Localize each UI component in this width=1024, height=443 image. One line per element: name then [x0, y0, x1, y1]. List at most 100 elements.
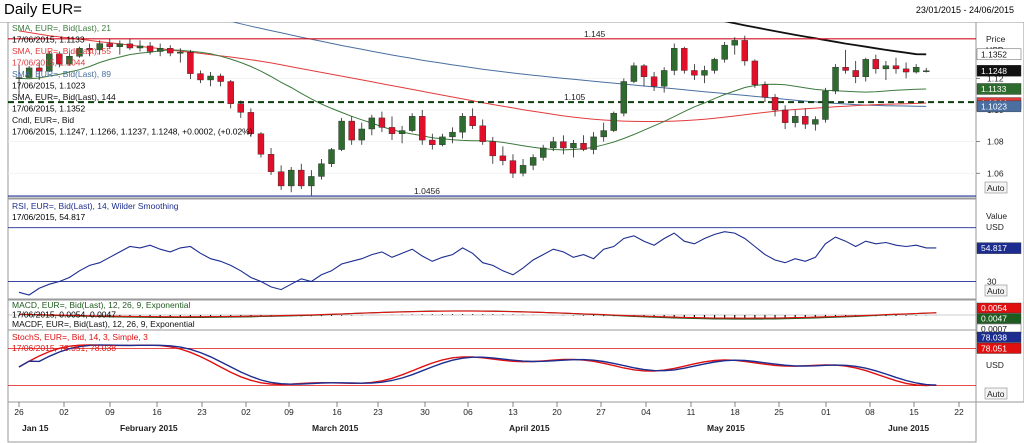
candle-up: [136, 45, 144, 49]
price-tag-label: 1.1133: [981, 84, 1007, 94]
candle-down: [691, 70, 698, 76]
candle-down: [86, 48, 93, 51]
candle-down: [56, 53, 63, 65]
price-tag: [976, 100, 1022, 113]
candle-up: [398, 130, 406, 134]
price-axis-title: Price: [986, 34, 1006, 44]
candle-up: [671, 48, 678, 71]
stochastic-lines: [18, 344, 937, 387]
candle-up: [66, 56, 73, 65]
macd-legend-entry: MACD, EUR=, Bid(Last), 12, 26, 9, Expone…: [12, 300, 190, 310]
price-legend-entry: 17/06/2015, 1.1352: [12, 104, 86, 114]
candle-up: [25, 67, 33, 78]
candle-up: [912, 67, 920, 73]
macd-lines: [8, 310, 976, 320]
candle-up: [207, 75, 214, 81]
price-legend-entry: 17/06/2015, 1.1133: [12, 35, 85, 45]
x-day-label: 18: [730, 407, 740, 417]
x-month-label: May 2015: [707, 423, 745, 433]
candle-up: [529, 157, 537, 166]
candle-down: [560, 141, 567, 149]
candle-up: [540, 147, 547, 158]
x-day-label: 11: [687, 407, 696, 417]
price-tag: [976, 48, 1022, 61]
macd-tag: [976, 302, 1022, 314]
x-month-label: June 2015: [888, 423, 929, 433]
price-auto-button[interactable]: [984, 181, 1008, 194]
candle-up: [731, 40, 738, 46]
stoch-tag: [976, 342, 1022, 354]
candle-down: [237, 103, 245, 113]
candle-down: [640, 65, 648, 77]
x-day-label: 26: [14, 407, 24, 417]
candlesticks: [15, 35, 930, 196]
candle-up: [721, 44, 728, 60]
candle-down: [197, 73, 204, 81]
rsi-tag: [976, 242, 1022, 254]
candle-down: [419, 116, 426, 141]
candle-down: [277, 171, 285, 187]
candle-up: [620, 81, 628, 114]
rsi-axis-title: Value: [986, 211, 1007, 221]
candle-down: [509, 160, 517, 174]
candle-down: [126, 43, 134, 49]
rsi-auto-button[interactable]: [984, 284, 1008, 297]
x-day-label: 22: [954, 407, 964, 417]
macd-tag-label: 0.0054: [981, 303, 1007, 313]
candle-down: [741, 40, 748, 62]
macd-tag-label: 0.0007: [981, 324, 1007, 334]
candle-up: [46, 53, 53, 72]
price-legend-entry: SMA, EUR=, Bid(Last), 89: [12, 69, 111, 79]
candle-down: [499, 155, 507, 161]
price-tick-label: 1.08: [987, 137, 1004, 147]
x-month-label: Jan 15: [22, 423, 49, 433]
candle-down: [872, 59, 880, 70]
candle-down: [580, 143, 587, 150]
candle-down: [902, 68, 910, 73]
stoch-tag: [976, 331, 1022, 343]
x-day-label: 13: [508, 407, 518, 417]
candle-down: [751, 60, 759, 85]
macd-signal-line: [18, 310, 937, 319]
x-month-label: March 2015: [312, 423, 359, 433]
candle-down: [781, 109, 789, 123]
stoch-tag-label: 78.051: [981, 344, 1007, 354]
candle-down: [771, 97, 779, 111]
rsi-gridlines: [8, 227, 976, 282]
candle-up: [570, 143, 577, 149]
rsi-axis-tag: 54.817: [976, 242, 1022, 254]
candle-down: [650, 76, 658, 87]
candle-up: [459, 116, 466, 133]
x-day-label: 15: [909, 407, 919, 417]
x-day-label: 04: [641, 407, 651, 417]
rsi-axis-ticks: 30: [987, 277, 997, 287]
x-day-label: 16: [152, 407, 162, 417]
stoch-legend: StochS, EUR=, Bid, 14, 3, Simple, 317/06…: [12, 332, 148, 353]
price-legend-entry: 17/06/2015, 1.1247, 1.1266, 1.1237, 1.12…: [12, 127, 253, 137]
candle-up: [156, 48, 164, 52]
candle-down: [298, 169, 305, 187]
price-legend-entry: SMA, EUR=, Bid(Last), 21: [12, 23, 111, 33]
candle-down: [227, 81, 234, 104]
candle-down: [479, 125, 486, 142]
x-day-label: 09: [284, 407, 294, 417]
stoch-tag-label: 78.038: [981, 333, 1007, 343]
candle-down: [36, 67, 43, 72]
macd-legend: MACD, EUR=, Bid(Last), 12, 26, 9, Expone…: [12, 300, 195, 329]
candle-up: [449, 131, 456, 138]
candle-up: [116, 43, 124, 47]
macd-legend-entry: 17/06/2015, 0.0054, 0.0047: [12, 310, 116, 320]
price-legend-entry: Cndl, EUR=, Bid: [12, 115, 74, 125]
stoch-legend-entry: StochS, EUR=, Bid, 14, 3, Simple, 3: [12, 332, 148, 342]
candle-up: [338, 120, 345, 150]
candle-up: [519, 165, 527, 174]
stoch-auto-button[interactable]: [984, 387, 1008, 400]
stoch-gridlines: [8, 347, 976, 387]
macd-tag: [976, 313, 1022, 324]
candle-up: [177, 52, 184, 54]
rsi-legend-entry: 17/06/2015, 54.817: [12, 212, 86, 222]
candle-up: [15, 77, 23, 79]
